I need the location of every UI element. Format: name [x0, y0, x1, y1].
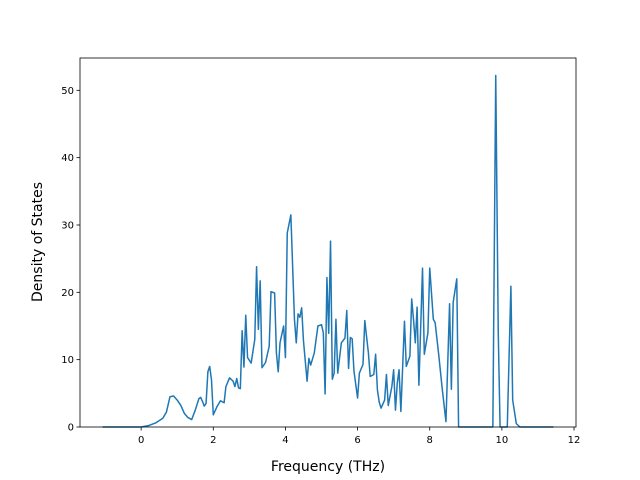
y-tick-label: 50 [61, 86, 74, 97]
x-tick-label: 4 [282, 435, 288, 446]
x-tick-label: 8 [427, 435, 433, 446]
y-tick-label: 10 [61, 355, 74, 366]
x-tick-label: 0 [138, 435, 144, 446]
x-tick-label: 10 [496, 435, 509, 446]
dos-line [102, 74, 554, 428]
plot-frame [79, 57, 577, 428]
x-tick-label: 6 [354, 435, 360, 446]
x-tick-label: 12 [568, 435, 581, 446]
x-axis-label: Frequency (THz) [271, 459, 385, 475]
y-axis-label: Density of States [30, 182, 46, 302]
x-tick-label: 2 [210, 435, 216, 446]
y-tick-label: 20 [61, 288, 74, 299]
y-tick-label: 0 [68, 423, 74, 434]
y-tick-label: 40 [61, 153, 74, 164]
y-tick-label: 30 [61, 220, 74, 231]
